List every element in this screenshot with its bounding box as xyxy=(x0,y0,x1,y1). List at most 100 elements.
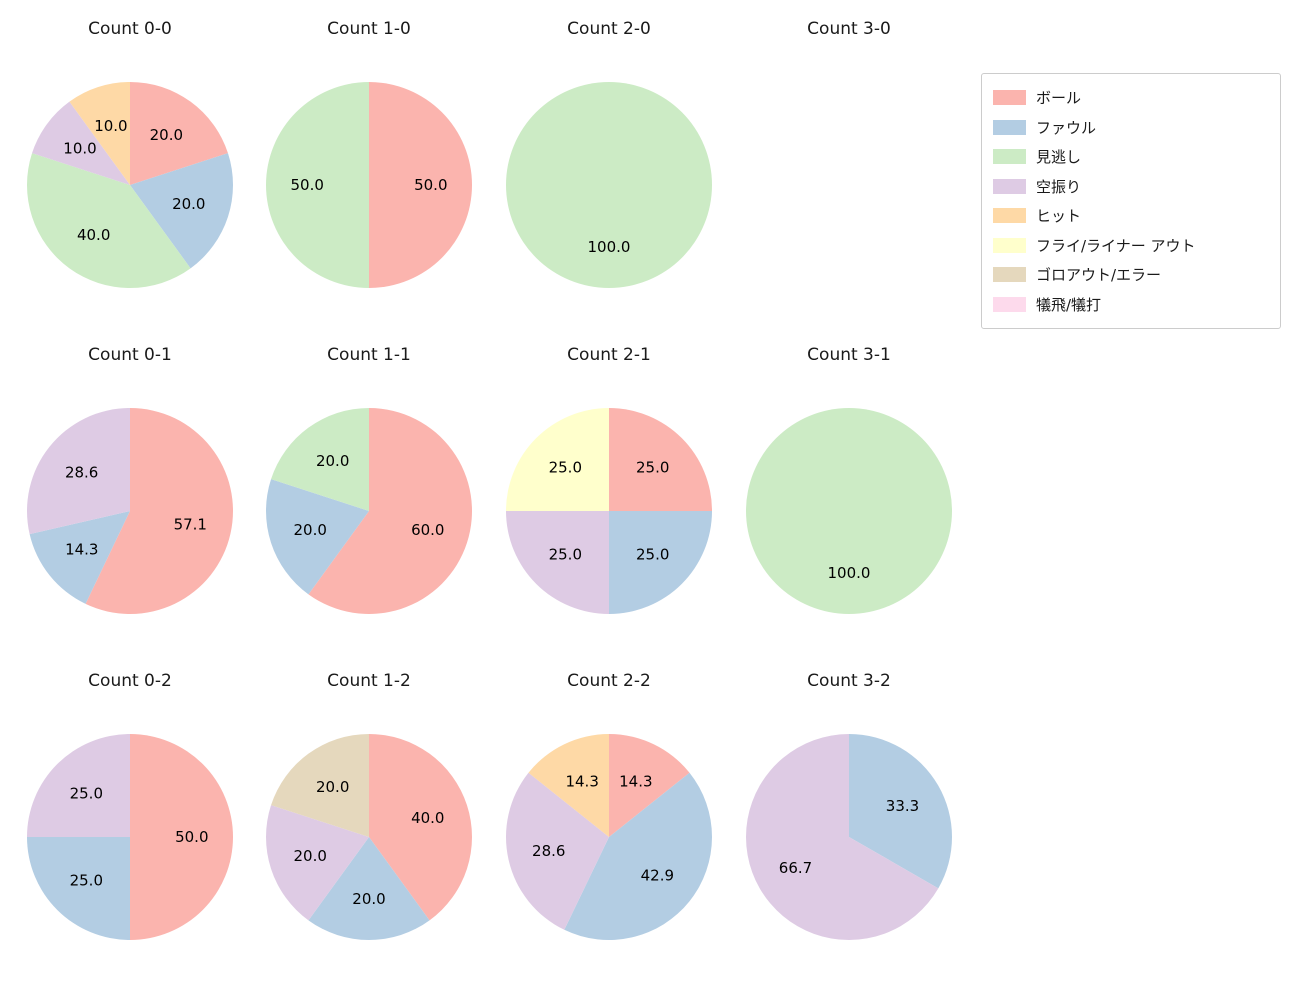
legend-item: ゴロアウト/エラー xyxy=(993,260,1269,290)
pie-chart-cell: Count 1-1 60.0 20.0 20.0 xyxy=(249,340,489,621)
pie-chart-cell: Count 2-2 14.3 42.9 28.6 14.3 xyxy=(489,666,729,947)
pie-slice xyxy=(506,408,609,511)
legend-label: ファウル xyxy=(1036,118,1097,137)
pie-slice xyxy=(506,772,609,930)
legend-color-patch xyxy=(993,296,1026,312)
pie-percent-label: 40.0 xyxy=(411,809,444,827)
pie-slice xyxy=(85,408,233,614)
pie-slice xyxy=(746,408,952,614)
pie-svg: 25.0 25.0 25.0 25.0 xyxy=(506,408,712,614)
pie-slice xyxy=(27,408,131,535)
pie-percent-label: 25.0 xyxy=(70,872,103,890)
legend-item: ファウル xyxy=(993,113,1269,143)
legend-label: 犠飛/犠打 xyxy=(1036,295,1102,314)
pie-percent-label: 25.0 xyxy=(549,458,582,476)
pie-percent-label: 50.0 xyxy=(414,176,447,194)
pie-chart-cell: Count 3-2 33.3 66.7 xyxy=(729,666,969,947)
pie-svg: 50.0 50.0 xyxy=(266,82,472,288)
pie-chart-cell: Count 3-0 xyxy=(729,14,969,295)
pie-percent-label: 14.3 xyxy=(65,541,98,559)
pie-slice xyxy=(130,153,233,269)
pie-slice xyxy=(26,153,191,288)
pie-percent-label: 25.0 xyxy=(549,546,582,564)
pie-chart-cell: Count 0-0 20.0 20.0 40.0 10.0 10.0 xyxy=(10,14,250,295)
pie-slice xyxy=(29,511,130,604)
legend-color-patch xyxy=(993,119,1026,135)
pie-slice xyxy=(308,408,472,614)
pie-svg: 100.0 xyxy=(746,408,952,614)
pie-percent-label: 100.0 xyxy=(588,238,631,256)
legend-label: 見逃し xyxy=(1036,148,1082,167)
pie-chart: 14.3 42.9 28.6 14.3 xyxy=(489,727,729,947)
pie-percent-label: 40.0 xyxy=(77,226,110,244)
pie-svg: 60.0 20.0 20.0 xyxy=(266,408,472,614)
pie-slice xyxy=(308,837,430,940)
legend: ボール ファウル 見逃し 空振り ヒット フライ/ライナー アウト ゴロアウト/… xyxy=(981,73,1281,329)
legend-color-patch xyxy=(993,208,1026,224)
pie-chart: 57.1 14.3 28.6 xyxy=(10,401,250,621)
legend-item: 犠飛/犠打 xyxy=(993,290,1269,320)
legend-label: ゴロアウト/エラー xyxy=(1036,266,1162,285)
pie-percent-label: 25.0 xyxy=(70,784,103,802)
pie-svg: 50.0 25.0 25.0 xyxy=(27,734,233,940)
pie-percent-label: 60.0 xyxy=(411,521,444,539)
pie-percent-label: 33.3 xyxy=(886,797,919,815)
legend-item: 見逃し xyxy=(993,142,1269,172)
pie-percent-label: 66.7 xyxy=(779,859,812,877)
pie-percent-label: 28.6 xyxy=(532,842,565,860)
pie-percent-label: 14.3 xyxy=(565,772,598,790)
pie-percent-label: 20.0 xyxy=(150,126,183,144)
pie-chart: 60.0 20.0 20.0 xyxy=(249,401,489,621)
pie-slice xyxy=(369,82,472,288)
pie-percent-label: 10.0 xyxy=(94,117,127,135)
pie-slice xyxy=(746,734,939,940)
legend-color-patch xyxy=(993,237,1026,253)
chart-title: Count 0-0 xyxy=(88,19,172,39)
pie-percent-label: 50.0 xyxy=(175,828,208,846)
legend-label: ヒット xyxy=(1036,207,1082,226)
pie-chart-cell: Count 2-0 100.0 xyxy=(489,14,729,295)
chart-title: Count 0-1 xyxy=(88,345,172,365)
pie-percent-label: 25.0 xyxy=(636,458,669,476)
pie-percent-label: 28.6 xyxy=(65,464,98,482)
pie-slice xyxy=(528,734,609,837)
pie-slice xyxy=(271,734,369,837)
pie-percent-label: 100.0 xyxy=(828,564,871,582)
pie-chart: 25.0 25.0 25.0 25.0 xyxy=(489,401,729,621)
legend-label: 空振り xyxy=(1036,177,1082,196)
pie-chart: 50.0 50.0 xyxy=(249,75,489,295)
pie-slice xyxy=(27,734,130,837)
pie-svg: 40.0 20.0 20.0 20.0 xyxy=(266,734,472,940)
pie-percent-label: 20.0 xyxy=(172,195,205,213)
legend-color-patch xyxy=(993,90,1026,106)
pie-svg: 14.3 42.9 28.6 14.3 xyxy=(506,734,712,940)
pie-percent-label: 20.0 xyxy=(316,778,349,796)
pie-slice xyxy=(266,805,369,921)
chart-title: Count 2-1 xyxy=(567,345,651,365)
pie-slice xyxy=(506,82,712,288)
pie-chart-cell: Count 2-1 25.0 25.0 25.0 25.0 xyxy=(489,340,729,621)
legend-item: ヒット xyxy=(993,201,1269,231)
pie-svg xyxy=(739,75,959,295)
chart-title: Count 2-0 xyxy=(567,19,651,39)
pie-slice xyxy=(609,734,690,837)
pie-percent-label: 10.0 xyxy=(63,140,96,158)
pie-chart xyxy=(729,75,969,295)
pie-slice xyxy=(69,82,130,185)
pie-chart: 20.0 20.0 40.0 10.0 10.0 xyxy=(10,75,250,295)
legend-item: ボール xyxy=(993,83,1269,113)
pie-chart: 33.3 66.7 xyxy=(729,727,969,947)
pie-svg: 20.0 20.0 40.0 10.0 10.0 xyxy=(26,82,233,288)
pie-slice xyxy=(506,511,609,614)
legend-item: 空振り xyxy=(993,172,1269,202)
legend-item: フライ/ライナー アウト xyxy=(993,231,1269,261)
legend-color-patch xyxy=(993,149,1026,165)
pie-svg: 100.0 xyxy=(506,82,712,288)
pie-slice xyxy=(32,101,130,185)
pie-chart-cell: Count 0-2 50.0 25.0 25.0 xyxy=(10,666,250,947)
pie-slice xyxy=(564,772,712,940)
chart-title: Count 3-0 xyxy=(807,19,891,39)
pie-percent-label: 20.0 xyxy=(294,847,327,865)
pie-percent-label: 42.9 xyxy=(641,867,674,885)
